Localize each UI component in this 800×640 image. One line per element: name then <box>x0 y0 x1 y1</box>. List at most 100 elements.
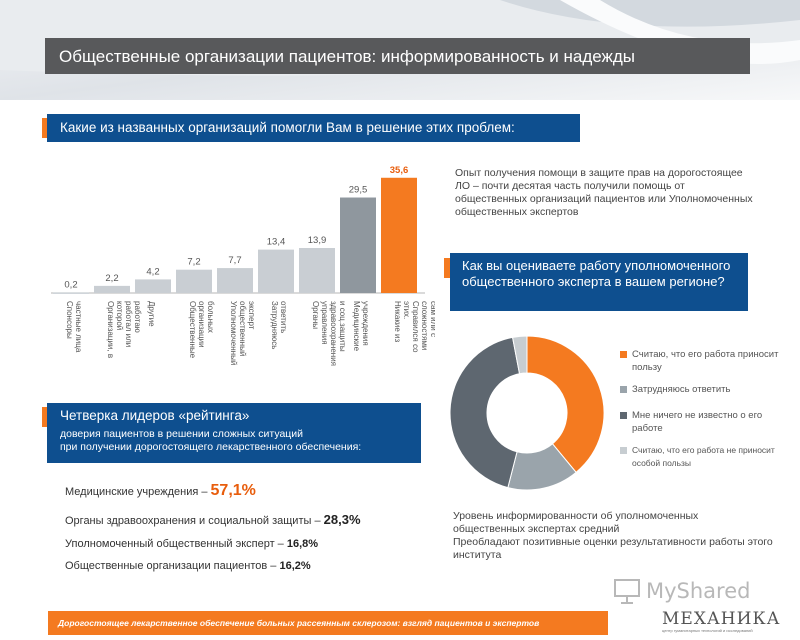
category-label-line: Другие <box>147 301 156 327</box>
legend-label: Затрудняюсь ответить <box>632 384 731 395</box>
category-label-line: и соц.защиты <box>338 301 347 352</box>
category-label-line: больных <box>206 301 215 333</box>
category-label: Спонсорычастные лица <box>65 301 83 353</box>
category-label-line: частные лица <box>74 301 83 353</box>
bar-chart: 0,2 Спонсорычастные лица 2,2 Организации, в… <box>51 165 435 366</box>
legend-label: Мне ничего не известно о его работе <box>632 410 763 434</box>
leader-label: Органы здравоохранения и социальной защи… <box>65 515 321 527</box>
leader-value: 16,2% <box>279 560 311 572</box>
legend-swatch <box>620 386 627 393</box>
question2-header: Как вы оцениваете работу уполномоченного… <box>450 253 748 311</box>
category-label: Другие <box>147 301 156 327</box>
category-label-line: общественный <box>238 301 247 356</box>
bar-value-label: 2,2 <box>105 273 118 284</box>
category-label-line: организации <box>197 301 206 348</box>
category-label-line: Организации, в <box>106 301 115 358</box>
leader-label: Медицинские учреждения – <box>65 486 208 498</box>
legend-item: Затрудняюсь ответить <box>620 383 790 396</box>
category-label-line: работал или <box>124 301 133 347</box>
bar <box>381 177 417 293</box>
legend-item: Считаю, что его работа не приносит особо… <box>620 444 790 470</box>
category-label: Общественныеорганизациибольных <box>188 301 215 359</box>
leader-value: 28,3% <box>323 512 361 527</box>
logo-subtitle: центр гуманитарных технологий и исследов… <box>662 628 753 633</box>
note-awareness-line1: Уровень информированности об уполномочен… <box>453 510 699 535</box>
bar-value-label: 0,2 <box>64 279 77 290</box>
leader-item: Уполномоченный общественный эксперт – 16… <box>65 538 318 550</box>
legend-item: Мне ничего не известно о его работе <box>620 409 790 435</box>
category-label-line: здравоохранения <box>329 301 338 366</box>
leader-label: Уполномоченный общественный эксперт – <box>65 538 284 550</box>
leaders-subtitle-1: доверия пациентов в решении сложных ситу… <box>60 428 304 440</box>
bar <box>217 268 253 293</box>
bar-value-label: 7,2 <box>187 257 200 268</box>
category-label: Никакие изэтих.Справился сосложностямиса… <box>393 301 435 353</box>
category-label-line: Органы <box>311 301 320 329</box>
leaders-title: Четверка лидеров «рейтинга» <box>60 408 250 423</box>
category-label-line: сам или с <box>429 301 435 337</box>
leader-item: Органы здравоохранения и социальной защи… <box>65 512 361 527</box>
donut-slice <box>511 335 528 375</box>
note-awareness-line2: Преобладают позитивные оценки результати… <box>453 536 773 561</box>
question1-header: Какие из названных организаций помогли В… <box>47 114 580 142</box>
donut-slice <box>449 336 521 489</box>
legend-label: Считаю, что его работа не приносит особо… <box>632 445 775 468</box>
page-title: Общественные организации пациентов: инфо… <box>45 38 750 74</box>
category-label-line: работаю <box>133 301 142 333</box>
leaders-subtitle-2: при получении дорогостоящего лекарственн… <box>60 441 362 453</box>
bar-value-label: 4,2 <box>146 266 159 277</box>
watermark-text: MyShared <box>646 579 751 603</box>
category-label: Органыуправленияздравоохраненияи соц.защ… <box>311 301 347 366</box>
bar-value-label: 29,5 <box>349 185 368 196</box>
bar <box>299 248 335 293</box>
category-label-line: Никакие из <box>393 301 402 342</box>
leader-value: 57,1% <box>210 482 256 499</box>
watermark: MyShared <box>612 576 762 606</box>
category-label-line: Затрудняюсь <box>270 301 279 349</box>
category-label: Медицинскиеучреждения <box>352 301 370 352</box>
category-label-line: Справился со <box>411 301 420 353</box>
legend-swatch <box>620 412 627 419</box>
category-label: Уполномоченныйобщественныйэксперт <box>229 301 256 365</box>
leader-value: 16,8% <box>286 538 319 550</box>
category-label-line: этих. <box>402 301 411 319</box>
bar <box>94 285 130 293</box>
bar <box>135 279 171 293</box>
question2-accent <box>444 258 450 278</box>
bar-value-label: 7,7 <box>228 255 241 266</box>
legend-item: Считаю, что его работа приносит пользу <box>620 348 790 374</box>
leader-item: Общественные организации пациентов – 16,… <box>65 560 311 572</box>
logo-name: МЕХАНИКА <box>662 609 781 629</box>
donut-chart <box>449 335 605 491</box>
category-label: Затрудняюсьответить <box>270 301 288 349</box>
category-label-line: эксперт <box>247 301 256 330</box>
bar <box>340 197 376 293</box>
legend-swatch <box>620 351 627 358</box>
bar <box>176 269 212 293</box>
category-label-line: управления <box>320 301 329 345</box>
legend-label: Считаю, что его работа приносит пользу <box>632 349 779 373</box>
leaders-accent <box>42 407 47 427</box>
footer-bar: Дорогостоящее лекарственное обеспечение … <box>48 611 608 635</box>
category-label-line: ответить <box>279 301 288 333</box>
company-logo: МЕХАНИКА центр гуманитарных технологий и… <box>662 608 787 638</box>
category-label-line: Медицинские <box>352 301 361 352</box>
bar-value-label: 35,6 <box>390 165 409 176</box>
category-label: Организации, вкоторойработал илиработаю <box>106 301 142 358</box>
category-label-line: которой <box>115 301 124 330</box>
bar-value-label: 13,4 <box>267 237 286 248</box>
leader-item: Медицинские учреждения – 57,1% <box>65 482 256 500</box>
category-label-line: Общественные <box>188 301 197 359</box>
leaders-header: Четверка лидеров «рейтинга» доверия паци… <box>47 403 421 463</box>
donut-slice <box>526 335 605 474</box>
category-label-line: учреждения <box>361 301 370 346</box>
note-awareness: Уровень информированности об уполномочен… <box>453 510 773 562</box>
bar <box>258 249 294 293</box>
leader-label: Общественные организации пациентов – <box>65 560 277 572</box>
presentation-icon <box>614 579 640 604</box>
donut-legend: Считаю, что его работа приносит пользу З… <box>620 348 790 470</box>
bar <box>53 292 89 294</box>
bar-value-label: 13,9 <box>308 235 327 246</box>
question1-accent <box>42 118 47 138</box>
note-help-experience: Опыт получения помощи в защите прав на д… <box>455 167 753 218</box>
